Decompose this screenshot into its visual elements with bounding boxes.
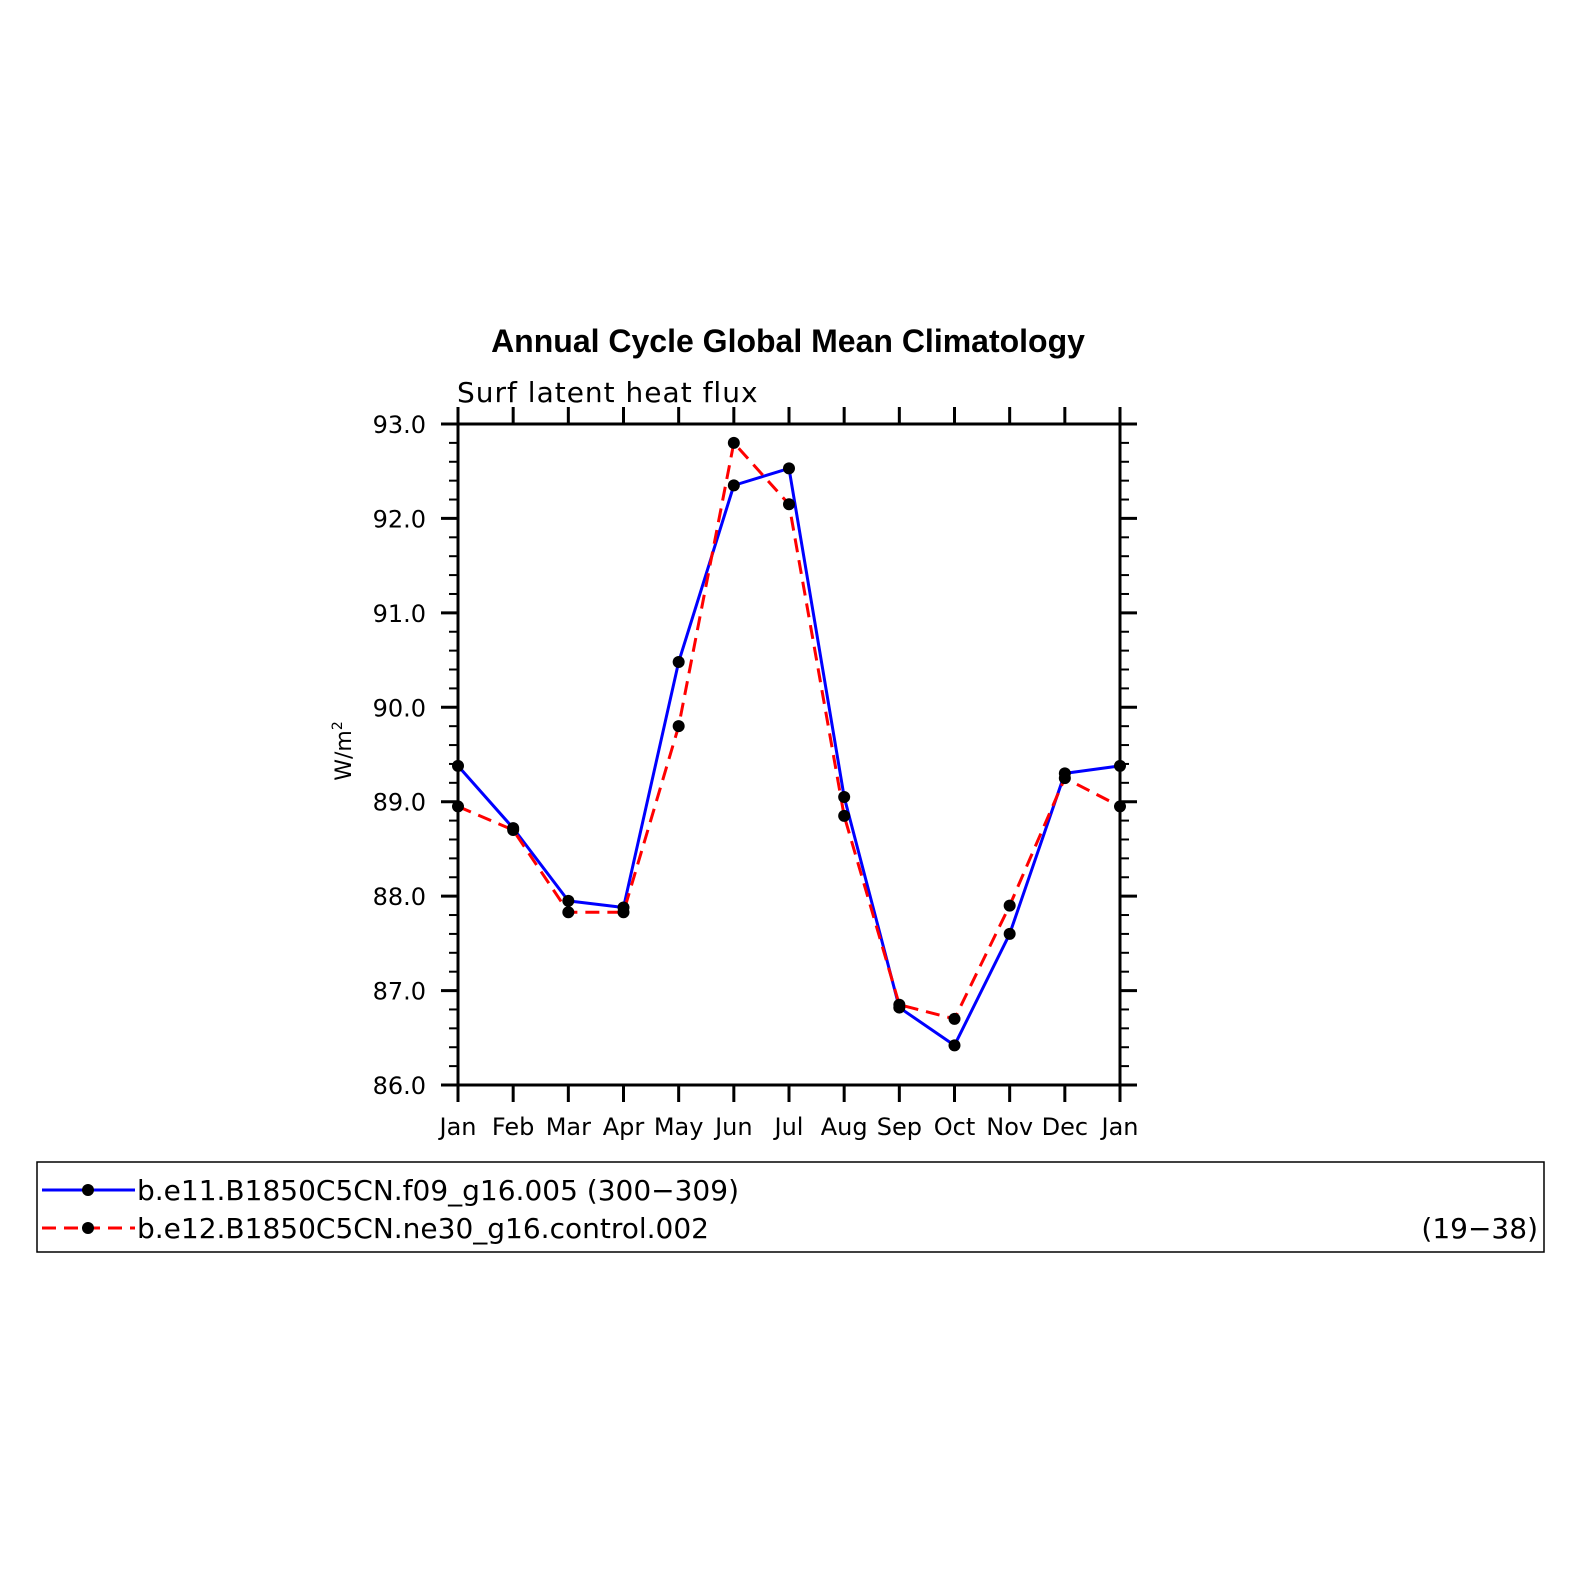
y-tick-label: 88.0 — [373, 883, 426, 911]
data-point-series-2 — [948, 1012, 961, 1025]
legend-marker-2 — [82, 1222, 94, 1234]
data-point-series-1 — [783, 462, 795, 475]
legend-label-2: b.e12.B1850C5CN.ne30_g16.control.002 — [137, 1212, 709, 1245]
x-tick-label: Apr — [603, 1113, 645, 1141]
x-tick-label: Feb — [492, 1113, 535, 1141]
data-point-series-2 — [1058, 772, 1071, 785]
legend-marker-1 — [82, 1184, 94, 1196]
data-point-series-1 — [672, 655, 685, 668]
axis-ticks — [441, 407, 1137, 1102]
x-tick-label: Aug — [821, 1113, 868, 1141]
x-tick-label: Oct — [934, 1113, 976, 1141]
x-tick-label: Nov — [986, 1113, 1033, 1141]
y-tick-label: 87.0 — [373, 978, 426, 1006]
x-tick-label: May — [654, 1113, 704, 1141]
chart-subtitle: Surf latent heat flux — [457, 376, 759, 409]
data-point-series-1 — [948, 1039, 961, 1052]
data-point-series-2 — [562, 906, 575, 919]
legend-items: b.e11.B1850C5CN.f09_g16.005 (300−309) b.e… — [42, 1174, 1538, 1245]
y-tick-label: 91.0 — [373, 600, 426, 628]
y-tick-label: 89.0 — [373, 789, 426, 817]
legend-label-1: b.e11.B1850C5CN.f09_g16.005 (300−309) — [137, 1174, 739, 1207]
data-point-series-1 — [1114, 759, 1126, 772]
x-tick-label: Jan — [1100, 1113, 1139, 1141]
series-line-2 — [457, 441, 1121, 1021]
y-tick-label: 93.0 — [373, 411, 426, 439]
data-point-series-2 — [1114, 800, 1126, 813]
y-tick-label: 86.0 — [373, 1072, 426, 1100]
data-point-series-1 — [1003, 927, 1016, 940]
x-tick-label: Sep — [877, 1113, 922, 1141]
data-point-series-2 — [617, 906, 630, 919]
svg-text:W/m2: W/m2 — [330, 721, 357, 781]
data-point-series-2 — [838, 809, 851, 822]
data-point-series-1 — [452, 759, 464, 772]
x-tick-label: Mar — [546, 1113, 591, 1141]
y-axis-label-superscript: 2 — [330, 721, 346, 730]
data-point-series-1 — [838, 790, 851, 803]
y-axis-label: W/m2 — [330, 721, 357, 781]
data-point-series-2 — [727, 436, 740, 449]
data-point-series-2 — [783, 498, 795, 511]
y-tick-label: 90.0 — [373, 694, 426, 722]
y-axis-label-text: W/m — [332, 730, 357, 781]
y-tick-label: 92.0 — [373, 505, 426, 533]
data-point-series-2 — [507, 824, 520, 837]
series-points — [452, 436, 1126, 1052]
series-line-1 — [456, 466, 1121, 1047]
data-point-series-1 — [727, 479, 740, 492]
plot-frame — [456, 422, 1122, 1087]
chart-title: Annual Cycle Global Mean Climatology — [491, 323, 1085, 359]
legend — [36, 1161, 1545, 1253]
data-point-series-2 — [452, 800, 464, 813]
data-point-series-2 — [672, 720, 685, 733]
series-lines — [456, 441, 1121, 1047]
axis-tick-labels: Jan Feb Mar Apr May Jun Jul Aug Sep Oct Nov Dec Jan 8… — [373, 411, 1139, 1141]
data-point-series-1 — [562, 894, 575, 907]
x-tick-label: Jan — [438, 1113, 477, 1141]
x-tick-label: Jul — [773, 1113, 804, 1141]
x-tick-label: Dec — [1042, 1113, 1088, 1141]
x-tick-label: Jun — [713, 1113, 753, 1141]
data-point-series-2 — [893, 998, 906, 1011]
legend-suffix-2: (19−38) — [1421, 1212, 1538, 1245]
data-point-series-2 — [1003, 899, 1016, 912]
